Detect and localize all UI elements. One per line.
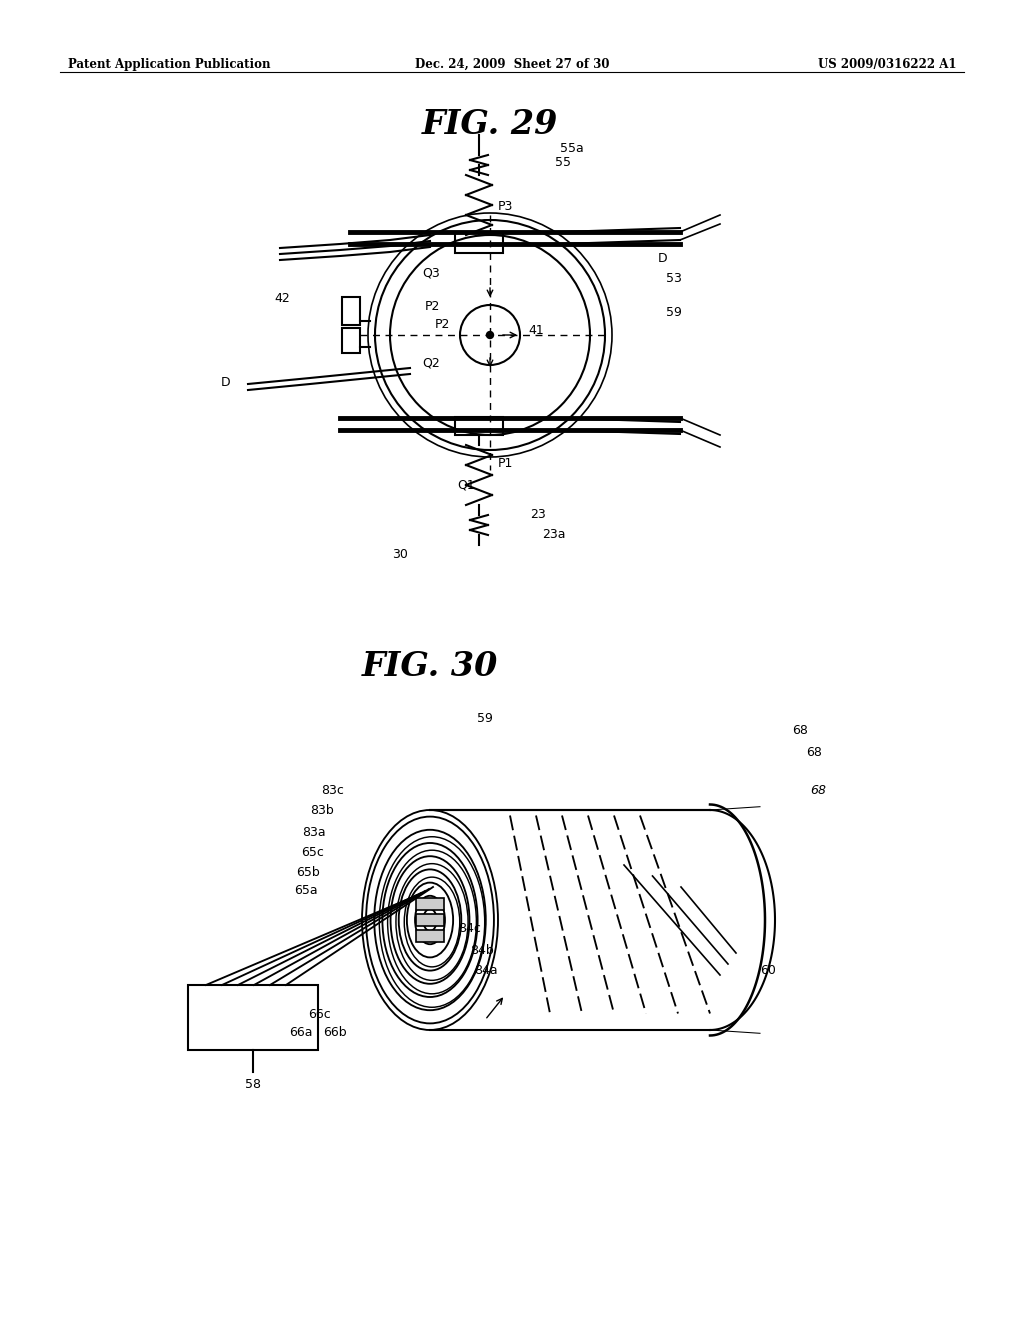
- Text: 84b: 84b: [470, 944, 494, 957]
- Text: P2: P2: [434, 318, 450, 331]
- Text: 84a: 84a: [474, 964, 498, 977]
- Text: 83a: 83a: [302, 825, 326, 838]
- Text: 23: 23: [530, 508, 546, 521]
- Bar: [342, 297, 360, 325]
- Circle shape: [486, 331, 494, 338]
- Text: Q2: Q2: [422, 356, 440, 370]
- Text: D: D: [220, 375, 230, 388]
- Text: 55: 55: [555, 157, 571, 169]
- Text: 58: 58: [245, 1078, 261, 1092]
- Text: 68: 68: [806, 746, 822, 759]
- Text: P2: P2: [425, 301, 440, 314]
- Text: US 2009/0316222 A1: US 2009/0316222 A1: [817, 58, 956, 71]
- Bar: [416, 931, 444, 942]
- Bar: [455, 417, 503, 436]
- Text: 66c: 66c: [308, 1008, 331, 1022]
- Text: 65b: 65b: [296, 866, 319, 879]
- Text: 60: 60: [760, 964, 776, 977]
- Bar: [416, 913, 444, 927]
- Text: 23a: 23a: [542, 528, 565, 541]
- Text: P3: P3: [498, 201, 513, 213]
- Text: 83b: 83b: [310, 804, 334, 817]
- Text: FIG. 30: FIG. 30: [361, 649, 499, 682]
- Bar: [342, 327, 360, 352]
- Text: 83c: 83c: [322, 784, 344, 796]
- Text: 68: 68: [792, 723, 808, 737]
- Text: Q1: Q1: [458, 479, 475, 491]
- Text: 84c: 84c: [458, 921, 481, 935]
- Text: 41: 41: [528, 323, 544, 337]
- Text: Dec. 24, 2009  Sheet 27 of 30: Dec. 24, 2009 Sheet 27 of 30: [415, 58, 609, 71]
- Bar: [455, 234, 503, 253]
- Text: P1: P1: [498, 457, 513, 470]
- Text: D: D: [658, 252, 668, 264]
- Text: 59: 59: [477, 711, 493, 725]
- Bar: [188, 985, 318, 1049]
- Text: 53: 53: [666, 272, 682, 285]
- Text: 59: 59: [666, 305, 682, 318]
- Text: 66a: 66a: [290, 1026, 313, 1039]
- Bar: [416, 898, 444, 909]
- Circle shape: [428, 917, 432, 921]
- Text: Patent Application Publication: Patent Application Publication: [68, 58, 270, 71]
- Text: 55a: 55a: [560, 141, 584, 154]
- Text: 65a: 65a: [294, 883, 318, 896]
- Text: 65c: 65c: [301, 846, 324, 858]
- Text: 66b: 66b: [323, 1026, 347, 1039]
- Text: Q3: Q3: [422, 267, 440, 280]
- Text: 30: 30: [392, 548, 408, 561]
- Text: 68: 68: [810, 784, 826, 796]
- Text: FIG. 29: FIG. 29: [422, 108, 558, 141]
- Text: 42: 42: [274, 292, 290, 305]
